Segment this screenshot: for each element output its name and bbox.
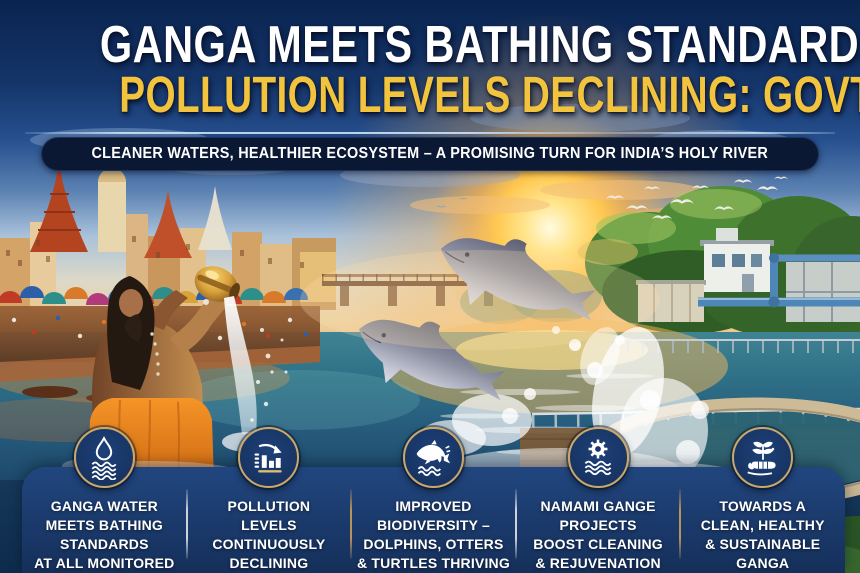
water-stream [224, 296, 257, 434]
birds-flock [436, 176, 788, 219]
column-divider [679, 489, 682, 559]
highlight-caption: IMPROVED BIODIVERSITY – DOLPHINS, OTTERS… [357, 498, 510, 572]
temple-spire [144, 190, 192, 258]
hand-plant-icon [732, 427, 794, 488]
header-divider-line [25, 132, 835, 134]
column-divider [350, 489, 353, 559]
highlight-caption: NAMAMI GANGE PROJECTS BOOST CLEANING & R… [533, 498, 663, 572]
dolphin-large [440, 238, 596, 322]
dolphin-small [358, 319, 505, 401]
headline-line1-text: GANGA MEETS BATHING STANDARDS, [99, 16, 860, 74]
highlight-item-biodiversity: IMPROVED BIODIVERSITY – DOLPHINS, OTTERS… [351, 427, 516, 573]
brass-pot [194, 266, 240, 302]
key-points-columns: GANGA WATER MEETS BATHING STANDARDS AT A… [22, 427, 845, 573]
sky [0, 0, 860, 368]
sun-haze [300, 250, 660, 350]
highlight-item-pollution-declining: POLLUTION LEVELS CONTINUOUSLY DECLINING [187, 427, 352, 573]
key-points-bar: GANGA WATER MEETS BATHING STANDARDS AT A… [22, 427, 845, 573]
highlight-caption: GANGA WATER MEETS BATHING STANDARDS AT A… [34, 498, 175, 572]
highlight-caption: POLLUTION LEVELS CONTINUOUSLY DECLINING [212, 498, 326, 572]
declining-bar-chart-icon [238, 427, 300, 488]
water-drop-waves-icon [73, 427, 135, 488]
dolphin-icon [402, 427, 464, 488]
subtitle-row: CLEANER WATERS, HEALTHIER ECOSYSTEM – A … [0, 137, 860, 171]
headline-line1: GANGA MEETS BATHING STANDARDS, [0, 15, 860, 75]
blue-pipes [698, 253, 860, 308]
highlight-item-sustainable-ganga: TOWARDS A CLEAN, HEALTHY & SUSTAINABLE G… [680, 427, 845, 573]
headline-line2: POLLUTION LEVELS DECLINING: GOVT [0, 65, 860, 124]
column-divider [185, 489, 188, 559]
boat [22, 386, 78, 398]
headline-line2-text: POLLUTION LEVELS DECLINING: GOVT [119, 66, 860, 123]
water-treatment-plant-illustration [636, 228, 860, 322]
highlight-item-bathing-standards: GANGA WATER MEETS BATHING STANDARDS AT A… [22, 427, 187, 573]
column-divider [514, 489, 517, 559]
subtitle-pill: CLEANER WATERS, HEALTHIER ECOSYSTEM – A … [41, 137, 819, 171]
gear-waves-icon [567, 427, 629, 488]
subtitle-text: CLEANER WATERS, HEALTHIER ECOSYSTEM – A … [91, 145, 769, 162]
highlight-caption: TOWARDS A CLEAN, HEALTHY & SUSTAINABLE G… [700, 498, 825, 572]
highlight-item-namami-gange: NAMAMI GANGE PROJECTS BOOST CLEANING & R… [516, 427, 681, 573]
